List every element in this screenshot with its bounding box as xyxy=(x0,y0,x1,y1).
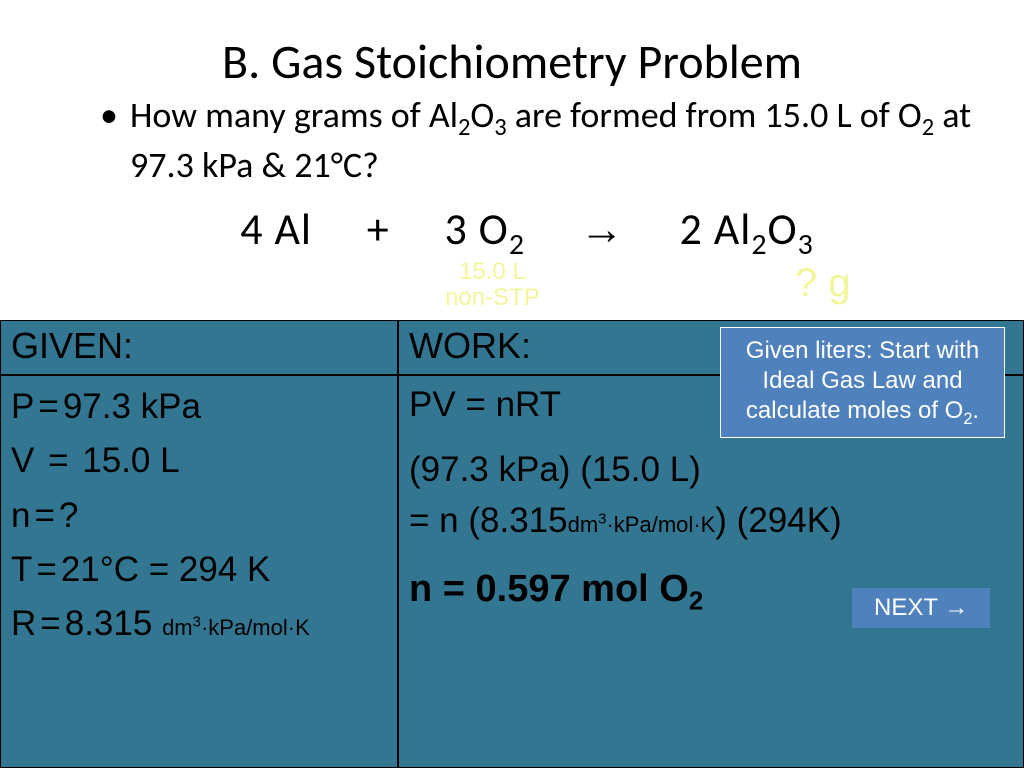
unit-part: dm xyxy=(162,615,193,640)
eq: = xyxy=(32,543,60,597)
equation-annotations: 15.0 L non-STP ? g xyxy=(0,263,1024,323)
val: 97.3 kPa xyxy=(63,387,201,426)
unit-part: ·kPa/mol·K xyxy=(201,615,310,640)
var: P xyxy=(11,380,34,434)
arrow-right-icon: → xyxy=(944,594,968,621)
unit-sup: 3 xyxy=(193,614,201,631)
eq: = xyxy=(44,434,72,488)
question-sub: 2 xyxy=(922,112,934,142)
product: 2 Al xyxy=(680,202,752,256)
reactant: 4 Al xyxy=(240,202,312,256)
var: R xyxy=(11,597,36,651)
work-line: (97.3 kPa) (15.0 L) xyxy=(409,445,1013,496)
question-text: How many grams of Al2O3 are formed from … xyxy=(0,93,1024,188)
equation-sub: 3 xyxy=(798,227,814,263)
val: 8.315 xyxy=(65,604,153,643)
question-sub: 3 xyxy=(494,112,506,142)
work-part: = n (8.315 xyxy=(409,501,568,540)
given-body: P=97.3 kPa V = 15.0 L n=? T=21°C = 294 K… xyxy=(0,375,398,768)
annotation-right: ? g xyxy=(795,261,851,306)
equation-sub: 2 xyxy=(751,227,767,263)
hint-callout: Given liters: Start with Ideal Gas Law a… xyxy=(720,327,1005,438)
val: 21°C = 294 K xyxy=(61,550,271,589)
question-part: How many grams of Al xyxy=(130,93,458,137)
work-table: GIVEN: WORK: P=97.3 kPa V = 15.0 L n=? T… xyxy=(0,320,1024,768)
eq: = xyxy=(34,380,62,434)
plus: + xyxy=(367,202,390,256)
unit-part: dm xyxy=(568,512,599,537)
given-line: n=? xyxy=(11,489,387,543)
reactant: 3 O xyxy=(444,202,508,256)
given-line: V = 15.0 L xyxy=(11,434,387,488)
unit: dm3·kPa/mol·K xyxy=(568,512,716,537)
annotation-left: 15.0 L non-STP xyxy=(445,259,540,312)
unit-part: ·kPa/mol·K xyxy=(606,512,715,537)
var: T xyxy=(11,543,32,597)
callout-line: calculate moles of O2. xyxy=(731,396,994,429)
question-sub: 2 xyxy=(458,112,470,142)
callout-line: Ideal Gas Law and xyxy=(731,366,994,396)
var: V xyxy=(11,434,34,488)
annotation-line: 15.0 L xyxy=(445,259,540,285)
callout-part: . xyxy=(972,397,979,424)
given-line: R=8.315 dm3·kPa/mol·K xyxy=(11,597,387,651)
question-part: O xyxy=(470,93,494,137)
callout-line: Given liters: Start with xyxy=(731,336,994,366)
question-part: are formed from 15.0 L of O xyxy=(507,93,922,137)
eq: = xyxy=(36,597,64,651)
result-text: n = 0.597 mol O xyxy=(409,568,689,610)
next-label: NEXT xyxy=(874,594,944,621)
result-sub: 2 xyxy=(689,588,703,616)
next-button[interactable]: NEXT → xyxy=(852,588,990,628)
eq: = xyxy=(30,489,58,543)
callout-part: calculate moles of O xyxy=(746,397,963,424)
work-part: ) (294K) xyxy=(715,501,841,540)
slide-title: B. Gas Stoichiometry Problem xyxy=(0,0,1024,91)
annotation-line: non-STP xyxy=(445,285,540,311)
val: ? xyxy=(59,496,78,535)
given-line: T=21°C = 294 K xyxy=(11,543,387,597)
given-line: P=97.3 kPa xyxy=(11,380,387,434)
chemical-equation: 4 Al + 3 O2 → 2 Al2O3 xyxy=(0,202,1024,263)
val: 15.0 L xyxy=(82,441,179,480)
product: O xyxy=(767,202,797,256)
work-line: = n (8.315dm3·kPa/mol·K) (294K) xyxy=(409,496,1013,547)
var: n xyxy=(11,489,30,543)
unit: dm3·kPa/mol·K xyxy=(162,615,310,640)
given-header: GIVEN: xyxy=(0,320,398,375)
reaction-arrow-icon: → xyxy=(580,205,625,254)
